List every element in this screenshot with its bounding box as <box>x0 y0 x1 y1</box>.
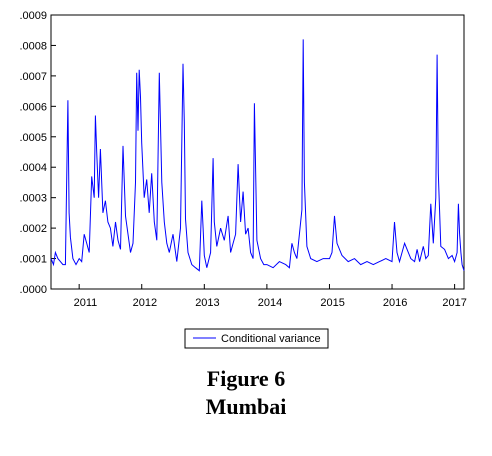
legend: Conditional variance <box>184 328 329 349</box>
x-tick-label: 2011 <box>74 297 98 309</box>
y-tick-label: .0009 <box>19 10 47 22</box>
legend-label: Conditional variance <box>221 333 321 345</box>
y-tick-label: .0007 <box>19 71 47 83</box>
x-axis: 2011 2012 2013 2014 2015 2016 2017 <box>74 284 467 309</box>
y-axis: .0000 .0001 .0002 .0003 .0004 .0005 .0006 .0007… <box>19 10 56 296</box>
series-line-conditional-variance <box>50 39 465 272</box>
y-tick-label: .0005 <box>19 132 47 144</box>
x-tick-label: 2017 <box>442 297 466 309</box>
x-tick-label: 2014 <box>258 297 282 309</box>
y-tick-label: .0004 <box>19 162 47 174</box>
y-tick-label: .0008 <box>19 40 47 52</box>
figure-caption-title: Figure 6 <box>206 366 286 391</box>
y-tick-label: .0000 <box>19 284 47 296</box>
x-tick-label: 2012 <box>133 297 157 309</box>
x-tick-label: 2013 <box>195 297 219 309</box>
plot-frame <box>50 14 465 290</box>
y-tick-label: .0001 <box>19 254 47 266</box>
x-tick-label: 2015 <box>320 297 344 309</box>
figure-caption-subtitle: Mumbai <box>205 394 287 419</box>
y-tick-label: .0006 <box>19 101 47 113</box>
legend-box <box>184 328 329 349</box>
y-tick-label: .0003 <box>19 193 47 205</box>
y-tick-label: .0002 <box>19 223 47 235</box>
x-tick-label: 2016 <box>383 297 407 309</box>
